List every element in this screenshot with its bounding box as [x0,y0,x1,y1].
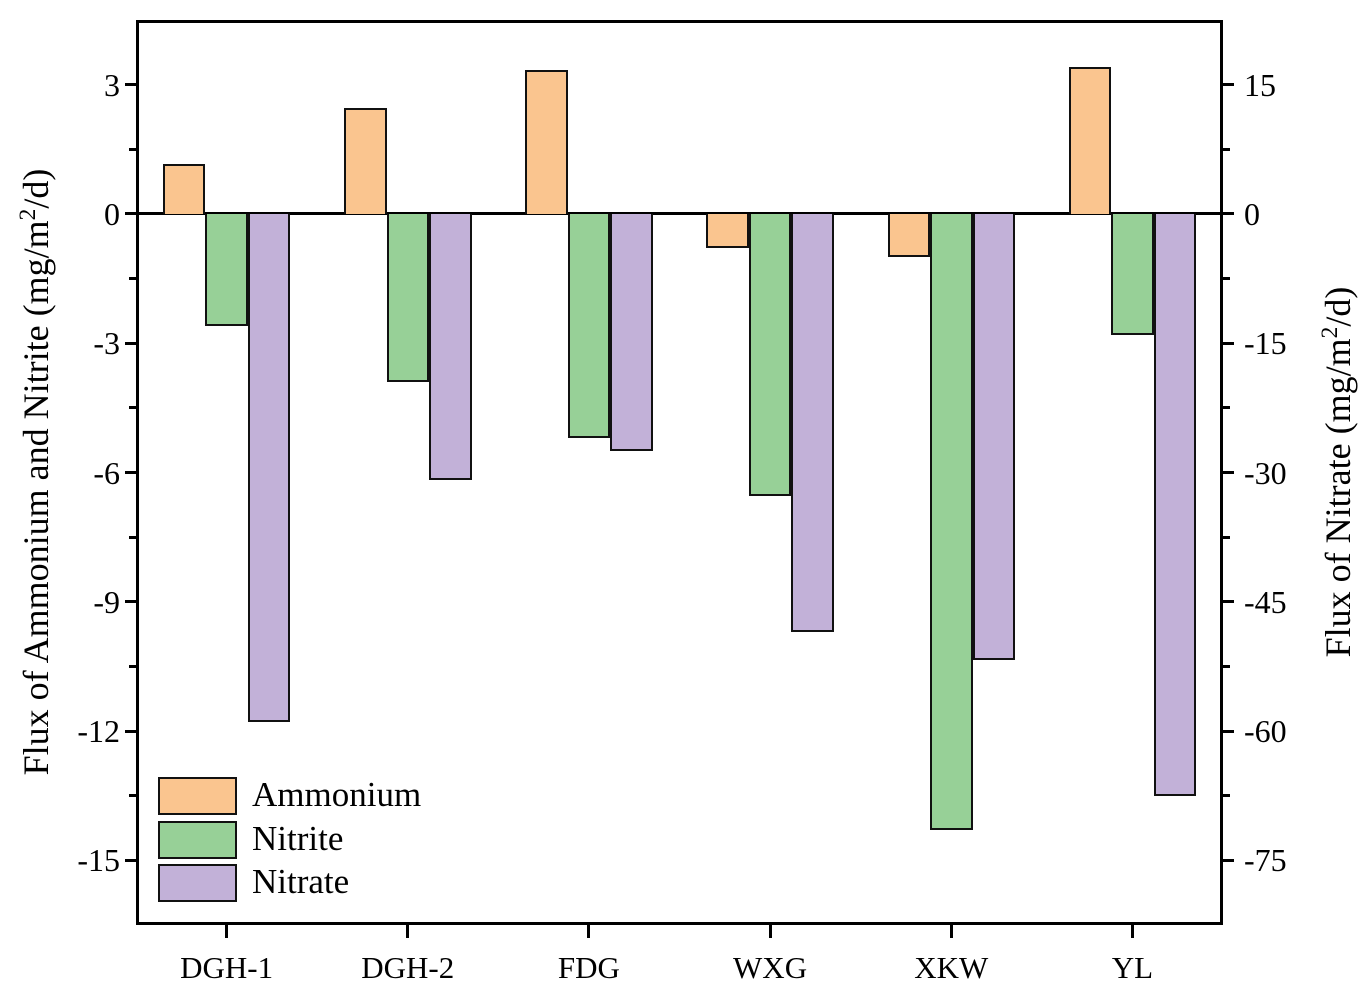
left-axis-major-tick [125,858,136,862]
bar-nitrate-wxg [791,213,834,632]
legend-label-nitrite: Nitrite [252,818,344,858]
right-axis-tick-label: -30 [1244,454,1287,491]
plot-area [136,20,1223,925]
right-axis-major-tick [1223,858,1234,862]
right-axis-minor-tick [1223,535,1230,539]
bar-nitrite-dgh-2 [386,213,429,382]
bar-nitrate-dgh-1 [247,213,291,723]
right-axis-minor-tick [1223,406,1230,410]
right-axis-major-tick [1223,83,1234,87]
right-axis-tick-label: -75 [1244,842,1287,879]
left-axis-tick-label: 0 [104,195,120,232]
left-axis-minor-tick [129,794,136,798]
x-axis-tick [1130,925,1134,938]
x-axis-label-fdg: FDG [557,950,620,985]
x-axis-tick [406,925,410,938]
bar-nitrite-dgh-1 [205,213,248,326]
legend-swatch-nitrite [158,820,237,859]
bar-nitrate-fdg [610,213,653,451]
bar-ammonium-wxg [706,213,749,249]
right-axis-major-tick [1223,212,1234,216]
x-axis-label-wxg: WXG [733,950,808,985]
left-axis-major-tick [125,471,136,474]
x-axis-tick [587,925,591,938]
bar-ammonium-fdg [525,69,568,214]
legend-label-nitrate: Nitrate [252,862,350,902]
left-axis-tick-label: -15 [77,842,120,879]
right-axis-tick-label: -60 [1244,713,1287,750]
x-axis-tick [949,925,953,938]
left-axis-major-tick [125,729,136,733]
right-axis-minor-tick [1223,664,1230,668]
bar-ammonium-dgh-2 [344,108,387,214]
right-axis-tick-label: 15 [1244,66,1276,103]
right-axis-major-tick [1223,341,1234,345]
left-axis-major-tick [125,212,136,216]
bar-nitrite-fdg [567,213,611,439]
bar-nitrite-yl [1111,213,1154,335]
x-axis-label-xkw: XKW [914,950,989,985]
right-axis-minor-tick [1223,147,1230,151]
bar-ammonium-dgh-1 [162,164,206,214]
left-axis-tick-label: -9 [93,583,120,620]
left-axis-tick-label: -3 [93,325,120,362]
legend-label-ammonium: Ammonium [252,775,422,814]
right-axis-major-tick [1223,471,1234,474]
right-axis-tick-label: 0 [1244,195,1260,232]
left-axis-minor-tick [129,406,136,410]
left-axis-major-tick [125,83,136,87]
left-axis-major-tick [125,341,136,345]
right-axis-minor-tick [1223,794,1230,798]
right-axis-minor-tick [1223,277,1230,281]
zero-baseline [136,212,1223,216]
legend-swatch-nitrate [158,864,237,903]
bar-nitrate-yl [1153,213,1197,796]
left-axis-minor-tick [129,664,136,668]
bar-ammonium-xkw [887,213,930,258]
left-axis-minor-tick [129,277,136,281]
legend-swatch-ammonium [158,777,237,815]
left-axis-major-tick [125,600,136,604]
x-axis-label-yl: YL [1111,950,1154,985]
x-axis-tick [225,925,229,938]
bar-nitrite-xkw [930,213,973,831]
right-axis-tick-label: -15 [1244,325,1287,362]
x-axis-label-dgh-1: DGH-1 [180,950,274,985]
x-axis-tick [768,925,772,938]
left-axis-title-text: Flux of Ammonium and Nitrite (mg/m [16,220,56,776]
right-axis-major-tick [1223,729,1234,733]
right-axis-tick-label: -45 [1244,583,1287,620]
left-axis-tick-label: -6 [93,454,120,491]
left-axis-tick-label: -12 [77,713,120,750]
bar-ammonium-yl [1068,67,1112,214]
left-axis-minor-tick [129,535,136,539]
x-axis-label-dgh-2: DGH-2 [361,950,455,985]
bar-nitrate-dgh-2 [429,213,472,481]
left-axis-minor-tick [129,147,136,151]
bar-nitrate-xkw [972,213,1015,660]
bar-nitrite-wxg [748,213,792,497]
right-axis-major-tick [1223,600,1234,604]
left-axis-tick-label: 3 [104,66,120,103]
